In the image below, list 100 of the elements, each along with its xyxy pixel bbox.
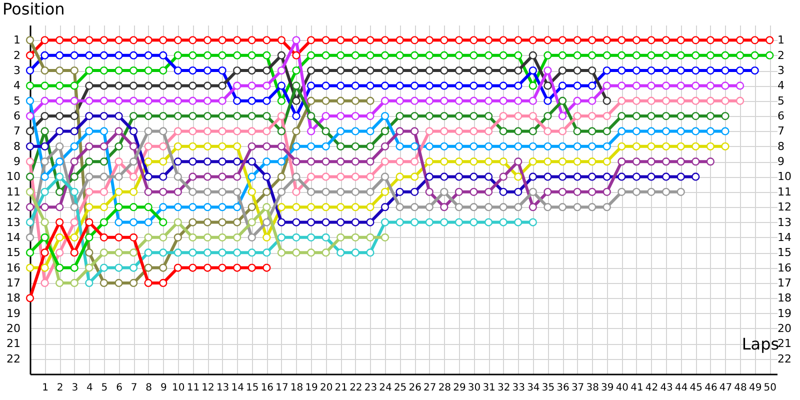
point [380,188,390,196]
point [454,142,464,150]
point [262,66,271,75]
point [277,233,286,242]
point [174,96,182,105]
point [277,218,286,226]
y-tick-label: 7 [14,124,20,138]
point [159,172,168,181]
point [528,142,537,150]
point [396,188,404,196]
y-tick-label: 4 [14,79,20,92]
point [425,203,434,212]
point [40,172,49,181]
point [692,66,700,75]
point [544,158,552,166]
point [262,127,271,136]
point [351,158,360,166]
point [277,172,286,181]
point [336,142,345,150]
point [174,264,182,272]
y-tick-label: 5 [14,94,20,108]
point [380,233,390,242]
point [322,218,330,226]
point [676,66,685,75]
point [380,51,390,60]
point [662,188,670,196]
point [100,172,108,181]
point [306,142,316,150]
point [588,188,596,196]
point [40,264,49,272]
point [544,96,552,105]
point [40,127,49,136]
point [499,172,508,181]
point [218,188,226,196]
point [159,82,168,90]
point [588,172,596,181]
point [233,36,242,44]
point [766,51,774,60]
point [26,127,34,136]
point [144,172,152,181]
point [26,248,34,257]
x-tick-label: 16 [260,382,274,394]
point [484,142,493,150]
point [26,158,34,166]
y-tick-label: 13 [6,216,20,229]
y-tick-label: 14 [6,230,20,244]
x-tick-label: 11 [186,382,200,394]
point [262,218,271,226]
point [573,82,582,90]
point [721,36,730,44]
x-tick-label: 26 [408,382,422,394]
point [558,112,567,120]
point [721,96,730,105]
x-tick-label: 4 [86,382,93,394]
point [262,51,271,60]
point [721,66,730,75]
point [440,66,448,75]
point [380,127,390,136]
point [218,127,226,136]
point [528,36,537,44]
point [262,142,271,150]
point [351,233,360,242]
point [440,158,448,166]
y-tick-label: 2 [14,48,20,62]
point [218,51,226,60]
point [233,264,242,272]
point [602,172,611,181]
point [558,127,567,136]
point [573,51,582,60]
point [218,218,226,226]
point [396,36,404,44]
point [203,51,212,60]
point [129,127,138,136]
point [100,96,108,105]
point [218,66,226,75]
x-tick-label: 19 [305,382,318,394]
y2-tick-label: 15 [778,246,792,260]
point [26,218,34,226]
point [56,278,64,288]
point [618,127,626,136]
point [129,158,138,166]
point [736,66,744,75]
point [306,203,316,212]
point [129,51,138,60]
point [632,127,641,136]
point [706,96,714,105]
point [322,233,330,242]
point [144,66,152,75]
point [676,188,685,196]
point [100,264,108,272]
point [203,233,212,242]
point [159,51,168,60]
point [262,233,271,242]
point [440,82,448,90]
point [262,172,271,181]
point [114,66,123,75]
point [573,172,582,181]
point [129,172,138,181]
point [602,36,611,44]
point [647,66,656,75]
